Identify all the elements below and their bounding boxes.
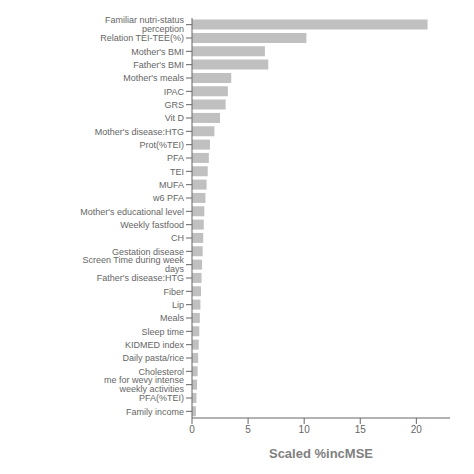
svg-text:w6 PFA: w6 PFA xyxy=(152,193,184,203)
svg-text:Mother's BMI: Mother's BMI xyxy=(131,47,184,57)
svg-text:Relation TEI-TEE(%): Relation TEI-TEE(%) xyxy=(100,33,184,43)
svg-text:IPAC: IPAC xyxy=(164,87,185,97)
svg-text:CH: CH xyxy=(171,233,184,243)
svg-text:0: 0 xyxy=(189,424,195,435)
svg-text:KIDMED index: KIDMED index xyxy=(125,340,185,350)
svg-text:Sleep time: Sleep time xyxy=(141,327,184,337)
svg-text:Weekly fastfood: Weekly fastfood xyxy=(120,220,184,230)
svg-text:GRS: GRS xyxy=(164,100,184,110)
svg-text:Family income: Family income xyxy=(126,407,184,417)
svg-text:me for wevy intenseweekly acti: me for wevy intenseweekly activities xyxy=(104,375,185,394)
svg-text:15: 15 xyxy=(355,424,367,435)
svg-text:Father's disease:HTG: Father's disease:HTG xyxy=(97,273,184,283)
svg-text:Fiber: Fiber xyxy=(163,287,184,297)
svg-text:TEI: TEI xyxy=(170,167,184,177)
svg-text:Screen Time during weekdays: Screen Time during weekdays xyxy=(82,255,184,274)
svg-text:PFA: PFA xyxy=(167,153,184,163)
svg-text:PFA(%TEI): PFA(%TEI) xyxy=(139,393,184,403)
svg-text:Daily pasta/rice: Daily pasta/rice xyxy=(122,353,184,363)
svg-text:Father's BMI: Father's BMI xyxy=(133,60,184,70)
svg-text:Familiar nutri-statusperceptio: Familiar nutri-statusperception xyxy=(105,15,185,34)
svg-text:MUFA: MUFA xyxy=(159,180,184,190)
svg-text:Mother's meals: Mother's meals xyxy=(123,73,184,83)
svg-text:Vit D: Vit D xyxy=(165,113,185,123)
svg-text:Prot(%TEI): Prot(%TEI) xyxy=(139,140,184,150)
svg-text:Gestation disease: Gestation disease xyxy=(112,246,184,257)
svg-text:5: 5 xyxy=(245,424,251,435)
svg-text:Meals: Meals xyxy=(160,313,185,323)
svg-text:Cholesterol: Cholesterol xyxy=(138,366,184,377)
svg-text:Scaled %incMSE: Scaled %incMSE xyxy=(269,446,373,461)
svg-text:Lip: Lip xyxy=(172,300,184,310)
svg-text:10: 10 xyxy=(299,424,311,435)
svg-text:Mother's disease:HTG: Mother's disease:HTG xyxy=(95,127,184,137)
svg-text:Mother's educational level: Mother's educational level xyxy=(80,207,184,217)
svg-text:20: 20 xyxy=(411,424,423,435)
